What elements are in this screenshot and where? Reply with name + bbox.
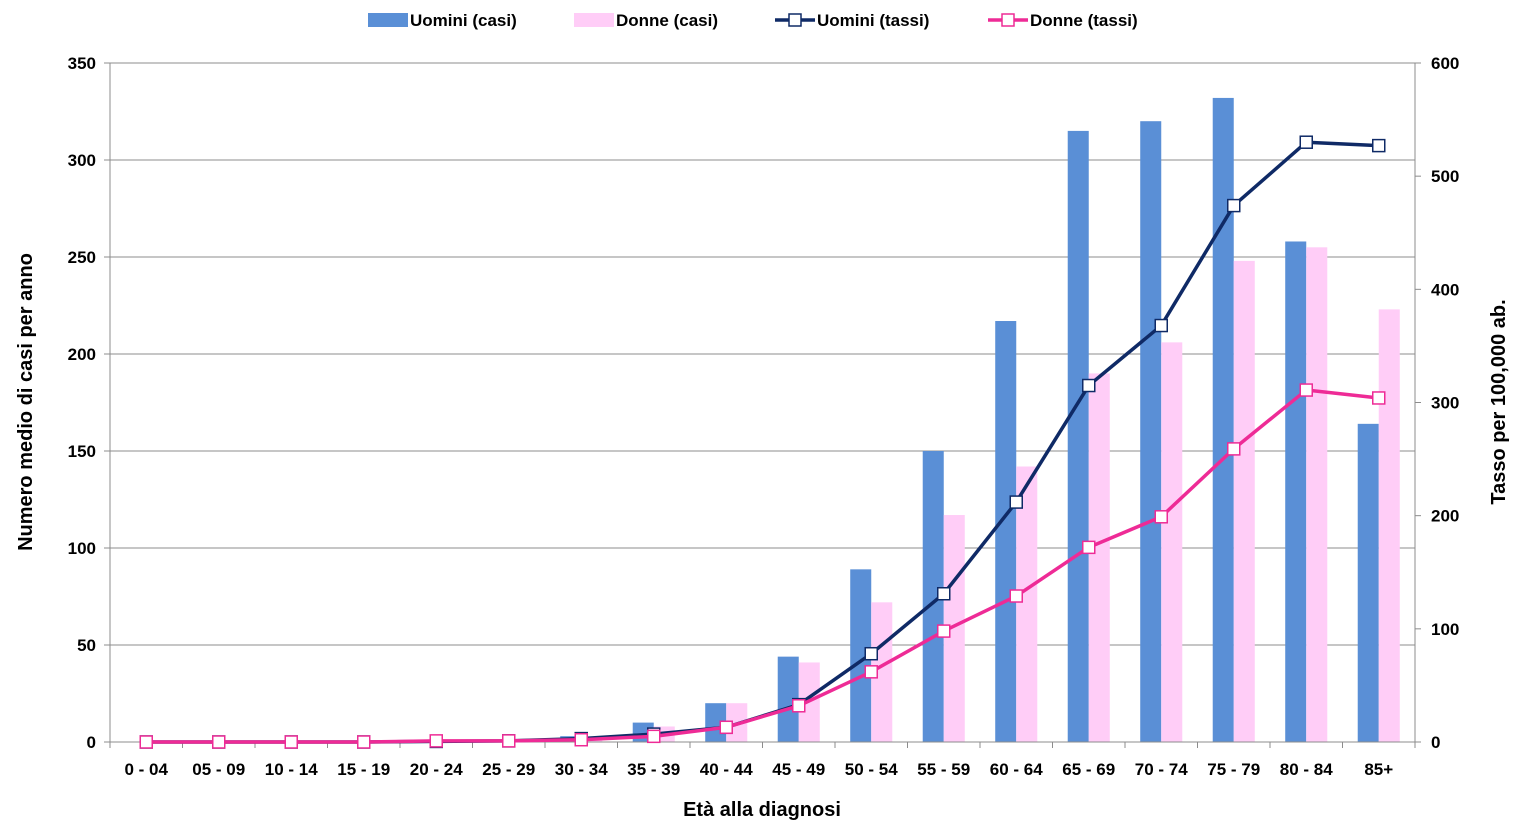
y2-tick-label: 500 <box>1431 167 1459 186</box>
point-uomini-tassi <box>1082 378 1096 393</box>
x-tick-label: 15 - 19 <box>337 760 390 779</box>
legend-swatch-uomini-casi <box>368 13 408 27</box>
point-donne-tassi <box>1154 510 1168 524</box>
y-tick-label: 150 <box>68 442 96 461</box>
bar-donne-casi <box>1088 373 1110 742</box>
legend-label: Donne (casi) <box>616 11 718 30</box>
point-donne-tassi <box>719 720 733 735</box>
bar-uomini-casi <box>1357 423 1379 742</box>
y-tick-label: 200 <box>68 345 96 364</box>
point-donne-tassi <box>1299 383 1313 397</box>
legend-swatch-donne-casi <box>574 13 614 27</box>
bar-uomini-casi <box>1140 121 1162 742</box>
point-donne-tassi <box>792 699 806 713</box>
y2-tick-label: 100 <box>1431 620 1459 639</box>
y2-axis-title: Tasso per 100,000 ab. <box>1488 299 1510 504</box>
point-donne-tassi <box>647 729 661 744</box>
point-donne-tassi <box>574 732 588 747</box>
y-axis-title: Numero medio di casi per anno <box>15 253 37 551</box>
bar-uomini-casi <box>777 656 799 742</box>
y-tick-label: 300 <box>68 151 96 170</box>
bar-uomini-casi <box>1212 97 1234 743</box>
point-donne-tassi <box>284 735 298 749</box>
legend-marker-donne-tassi <box>1001 13 1015 27</box>
gridlines <box>110 62 1415 646</box>
x-tick-label: 50 - 54 <box>845 760 898 779</box>
x-tick-label: 80 - 84 <box>1280 760 1333 779</box>
point-donne-tassi <box>357 735 371 749</box>
legend: Uomini (casi) Donne (casi) Uomini (tassi) D… <box>368 11 1138 30</box>
point-uomini-tassi <box>1372 138 1386 153</box>
x-tick-label: 35 - 39 <box>627 760 680 779</box>
x-tick-label: 65 - 69 <box>1062 760 1115 779</box>
bar-donne-casi <box>1306 247 1328 743</box>
bar-donne-casi <box>1161 342 1183 742</box>
y-tick-label: 250 <box>68 248 96 267</box>
bar-uomini-casi <box>850 569 872 742</box>
x-tick-label: 40 - 44 <box>700 760 753 779</box>
x-tick-label: 60 - 64 <box>990 760 1043 779</box>
x-tick-label: 70 - 74 <box>1135 760 1188 779</box>
legend-label: Uomini (tassi) <box>817 11 929 30</box>
bar-uomini-casi <box>1285 241 1307 743</box>
point-uomini-tassi <box>937 587 951 601</box>
x-tick-label: 55 - 59 <box>917 760 970 779</box>
point-uomini-tassi <box>1009 495 1023 509</box>
x-tick-label: 85+ <box>1364 760 1393 779</box>
bar-donne-casi <box>1233 260 1255 742</box>
bars <box>415 97 1400 743</box>
point-uomini-tassi <box>1154 318 1168 333</box>
point-donne-tassi <box>429 734 443 748</box>
legend-label: Donne (tassi) <box>1030 11 1138 30</box>
bar-uomini-casi <box>1067 130 1089 742</box>
point-donne-tassi <box>1082 540 1096 555</box>
bar-donne-casi <box>871 602 893 742</box>
point-donne-tassi <box>139 735 153 749</box>
y-tick-label: 0 <box>87 733 96 752</box>
x-tick-label: 75 - 79 <box>1207 760 1260 779</box>
x-tick-label: 10 - 14 <box>265 760 318 779</box>
lines <box>139 135 1386 749</box>
x-tick-label: 45 - 49 <box>772 760 825 779</box>
y2-tick-label: 400 <box>1431 280 1459 299</box>
x-tick-label: 05 - 09 <box>192 760 245 779</box>
point-uomini-tassi <box>1227 198 1241 213</box>
y2-tick-label: 200 <box>1431 507 1459 526</box>
y-tick-label: 50 <box>77 636 96 655</box>
point-donne-tassi <box>1227 442 1241 456</box>
point-uomini-tassi <box>1299 135 1313 149</box>
point-donne-tassi <box>937 624 951 638</box>
y2-tick-label: 600 <box>1431 54 1459 73</box>
point-donne-tassi <box>1009 589 1023 603</box>
legend-marker-uomini-tassi <box>788 13 802 27</box>
bar-uomini-casi <box>995 321 1017 742</box>
bar-donne-casi <box>1016 466 1038 742</box>
line-uomini-tassi <box>146 140 1379 744</box>
x-tick-label: 30 - 34 <box>555 760 608 779</box>
bar-uomini-casi <box>922 451 944 742</box>
legend-label: Uomini (casi) <box>410 11 517 30</box>
y-tick-label: 350 <box>68 54 96 73</box>
bar-donne-casi <box>1378 309 1400 742</box>
point-donne-tassi <box>864 665 878 679</box>
y2-tick-label: 300 <box>1431 394 1459 413</box>
y2-tick-label: 0 <box>1431 733 1440 752</box>
tick-labels: 0 50 100 150 200 250 300 350 0 100 200 300 400 500 600… <box>68 54 1460 779</box>
x-tick-label: 0 - 04 <box>125 760 169 779</box>
point-uomini-tassi <box>864 646 878 661</box>
point-donne-tassi <box>502 734 516 748</box>
point-donne-tassi <box>1372 391 1386 405</box>
x-tick-label: 20 - 24 <box>410 760 463 779</box>
x-axis-title: Età alla diagnosi <box>683 799 841 821</box>
x-tick-label: 25 - 29 <box>482 760 535 779</box>
line-donne-tassi <box>146 388 1379 744</box>
y-tick-label: 100 <box>68 539 96 558</box>
point-donne-tassi <box>212 735 226 749</box>
